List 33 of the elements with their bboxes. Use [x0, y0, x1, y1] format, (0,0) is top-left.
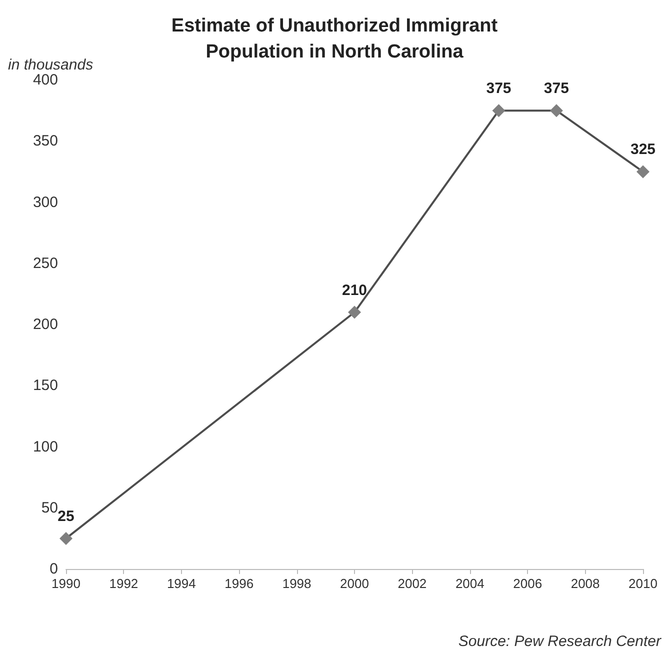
y-tick-label: 350 — [32, 132, 58, 150]
x-tick-label: 1994 — [166, 576, 196, 591]
x-tick-label: 2004 — [455, 576, 484, 591]
y-tick-label: 250 — [32, 254, 58, 272]
x-tick-label: 2008 — [570, 576, 600, 591]
x-tick-label: 2002 — [398, 576, 427, 591]
x-tick-label: 2010 — [628, 576, 658, 591]
data-label: 375 — [544, 80, 569, 98]
data-label: 25 — [58, 508, 74, 525]
y-tick-label: 300 — [32, 194, 58, 211]
x-tick-label: 1996 — [224, 576, 254, 591]
y-tick-label: 400 — [32, 72, 58, 88]
y-tick-label: 0 — [50, 560, 58, 578]
x-tick-label: 2006 — [513, 576, 542, 591]
y-tick-label: 50 — [41, 499, 58, 516]
y-tick-label: 150 — [32, 377, 58, 394]
point — [348, 306, 361, 319]
data-label: 375 — [486, 80, 512, 98]
point — [636, 165, 650, 178]
data-label: 325 — [630, 141, 656, 158]
x-tick-label: 1990 — [52, 576, 80, 591]
x-tick-label: 2000 — [340, 576, 369, 591]
y-tick-label: 100 — [32, 438, 58, 456]
source-note: Source: Pew Research Center — [458, 633, 662, 650]
point — [550, 104, 563, 118]
point — [60, 532, 72, 545]
point — [492, 104, 506, 118]
x-tick-label: 1992 — [109, 576, 138, 591]
data-label: 210 — [342, 282, 368, 299]
x-tick-label: 1998 — [282, 576, 312, 591]
y-axis-title: in thousands — [8, 56, 94, 74]
chart-title: Estimate of Unauthorized Immigrant Population in North Carolina — [171, 16, 498, 62]
y-tick-label: 200 — [32, 316, 58, 333]
